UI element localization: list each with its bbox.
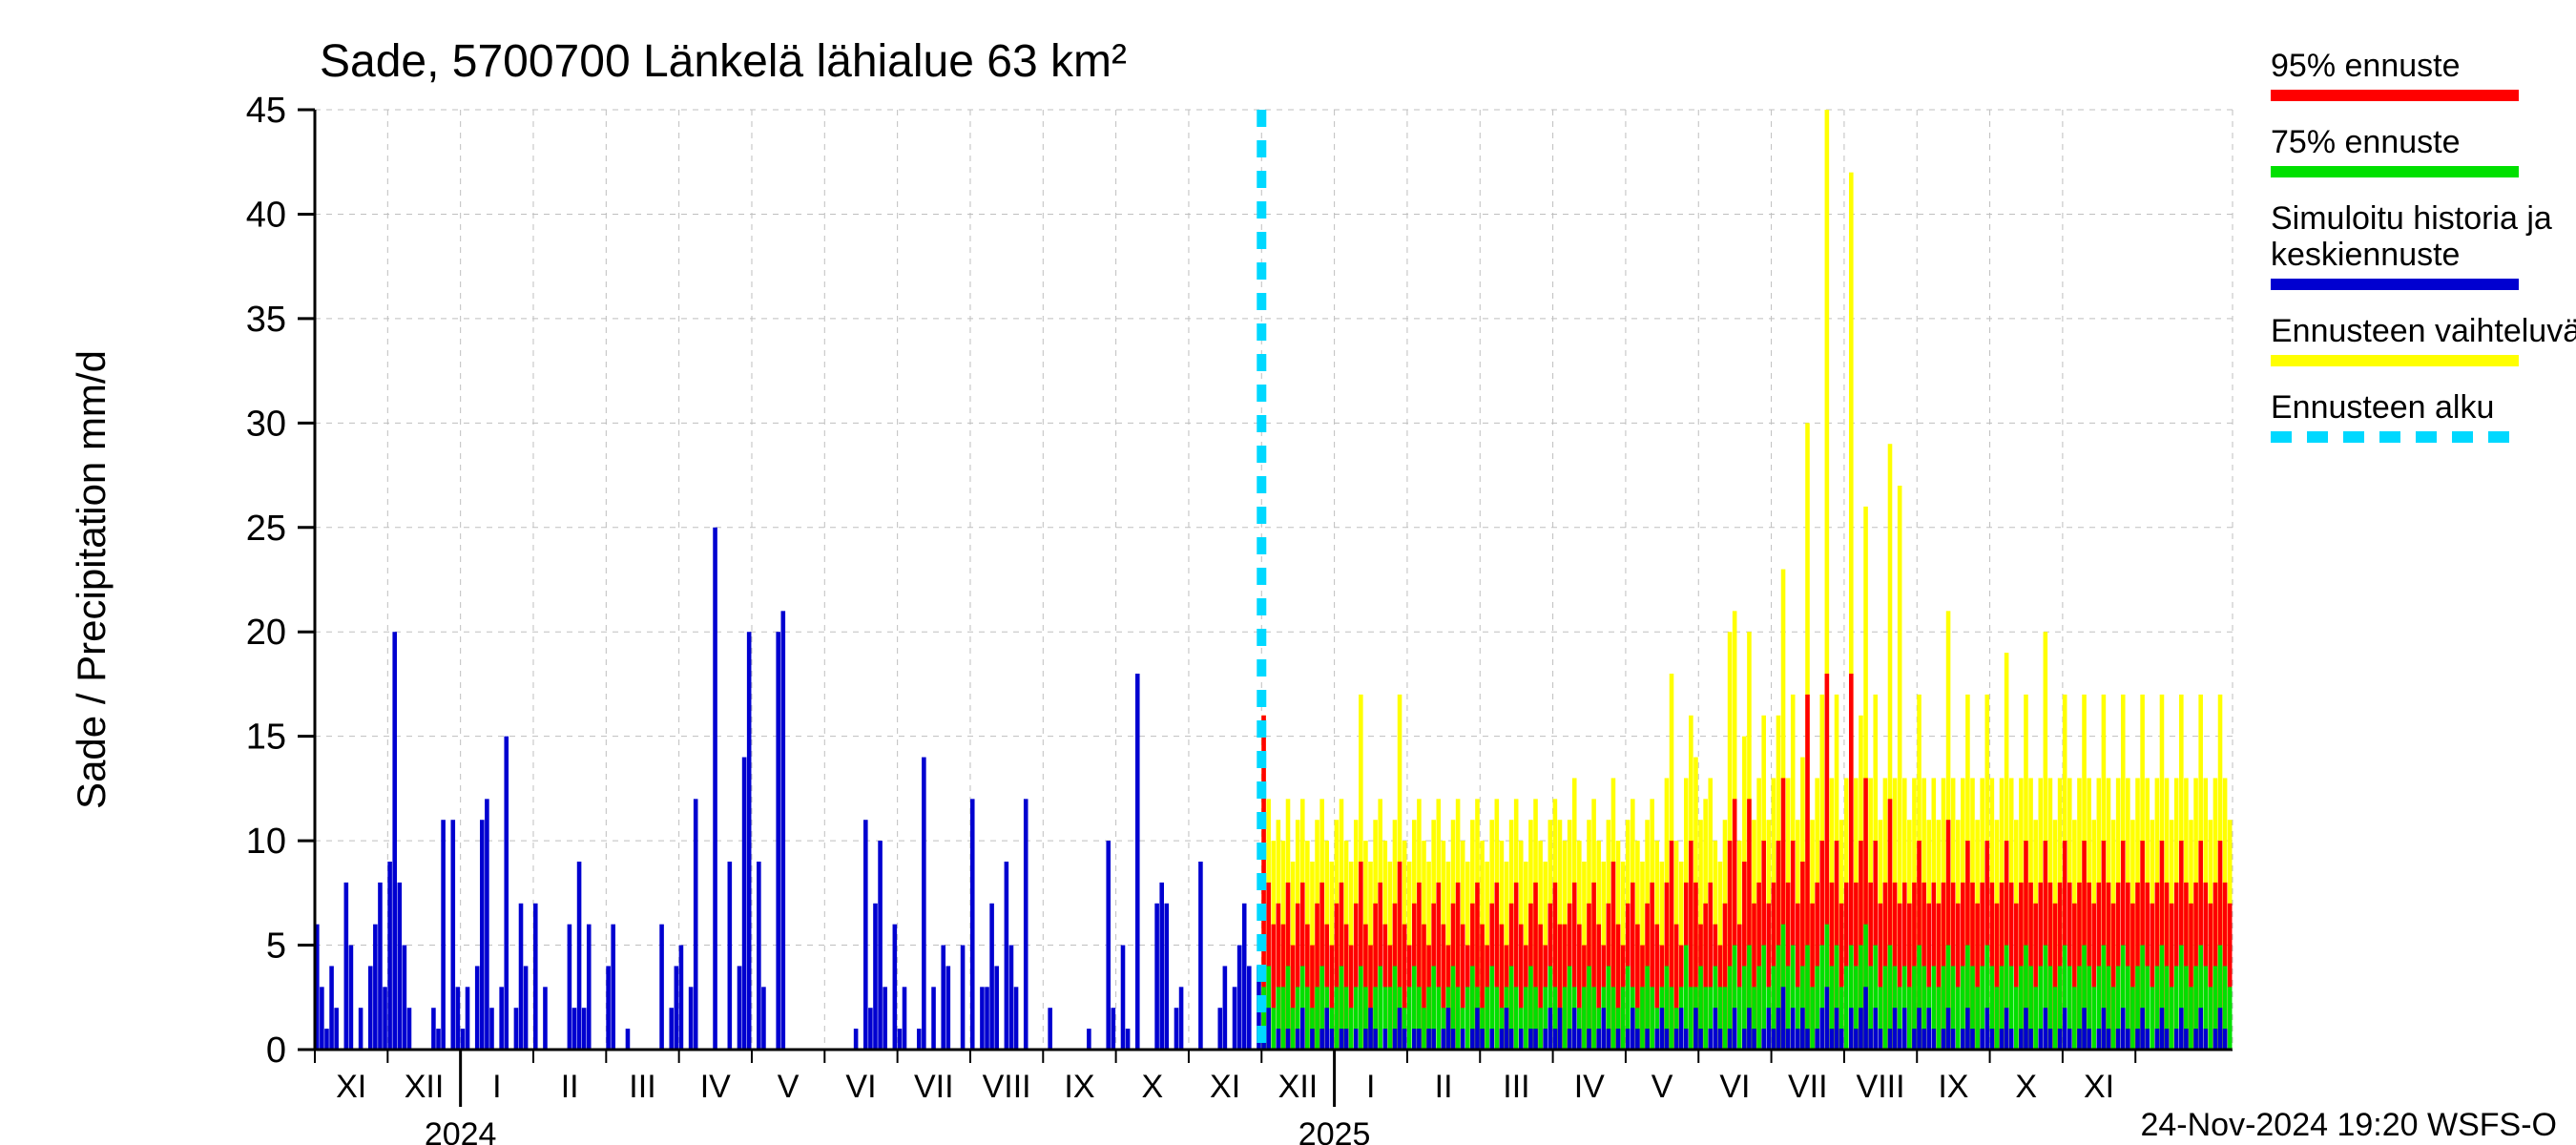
- svg-text:III: III: [1503, 1069, 1529, 1105]
- svg-text:V: V: [778, 1069, 800, 1105]
- svg-text:VI: VI: [845, 1069, 876, 1105]
- svg-text:15: 15: [246, 718, 286, 758]
- chart-svg: 051015202530354045XIXIIIIIIIIIVVVIVIIVII…: [0, 0, 2576, 1145]
- svg-text:XI: XI: [1210, 1069, 1240, 1105]
- chart-footer: 24-Nov-2024 19:20 WSFS-O: [2140, 1107, 2557, 1143]
- svg-text:VII: VII: [914, 1069, 954, 1105]
- svg-text:IX: IX: [1938, 1069, 1968, 1105]
- svg-text:VIII: VIII: [1857, 1069, 1905, 1105]
- svg-text:XI: XI: [336, 1069, 366, 1105]
- svg-text:Ennusteen vaihteluväli: Ennusteen vaihteluväli: [2271, 313, 2576, 349]
- svg-text:X: X: [1141, 1069, 1163, 1105]
- svg-text:XII: XII: [1278, 1069, 1319, 1105]
- svg-text:2025: 2025: [1298, 1116, 1371, 1145]
- svg-text:35: 35: [246, 300, 286, 340]
- svg-text:75% ennuste: 75% ennuste: [2271, 124, 2461, 160]
- svg-text:keskiennuste: keskiennuste: [2271, 237, 2460, 273]
- svg-text:Sade / Precipitation mm/d: Sade / Precipitation mm/d: [69, 350, 114, 809]
- svg-text:30: 30: [246, 404, 286, 444]
- svg-text:VIII: VIII: [983, 1069, 1031, 1105]
- svg-text:XII: XII: [405, 1069, 445, 1105]
- svg-text:10: 10: [246, 822, 286, 862]
- svg-text:I: I: [492, 1069, 501, 1105]
- svg-text:2024: 2024: [425, 1116, 497, 1145]
- chart-title: Sade, 5700700 Länkelä lähialue 63 km²: [320, 36, 1127, 87]
- svg-text:V: V: [1652, 1069, 1673, 1105]
- svg-text:IV: IV: [700, 1069, 731, 1105]
- svg-text:XI: XI: [2084, 1069, 2114, 1105]
- svg-text:I: I: [1366, 1069, 1375, 1105]
- svg-text:0: 0: [266, 1030, 286, 1071]
- svg-text:5: 5: [266, 926, 286, 967]
- svg-text:II: II: [1435, 1069, 1453, 1105]
- svg-text:Simuloitu historia ja: Simuloitu historia ja: [2271, 200, 2552, 237]
- svg-text:45: 45: [246, 91, 286, 131]
- svg-text:20: 20: [246, 613, 286, 653]
- svg-text:X: X: [2015, 1069, 2037, 1105]
- svg-text:III: III: [629, 1069, 655, 1105]
- precipitation-chart: 051015202530354045XIXIIIIIIIIIVVVIVIIVII…: [0, 0, 2576, 1145]
- svg-text:II: II: [561, 1069, 579, 1105]
- svg-text:25: 25: [246, 509, 286, 549]
- svg-text:95% ennuste: 95% ennuste: [2271, 48, 2461, 84]
- svg-text:VII: VII: [1788, 1069, 1828, 1105]
- svg-text:Ennusteen alku: Ennusteen alku: [2271, 389, 2494, 426]
- svg-text:IX: IX: [1064, 1069, 1094, 1105]
- svg-text:VI: VI: [1719, 1069, 1750, 1105]
- svg-text:40: 40: [246, 195, 286, 235]
- svg-text:IV: IV: [1574, 1069, 1605, 1105]
